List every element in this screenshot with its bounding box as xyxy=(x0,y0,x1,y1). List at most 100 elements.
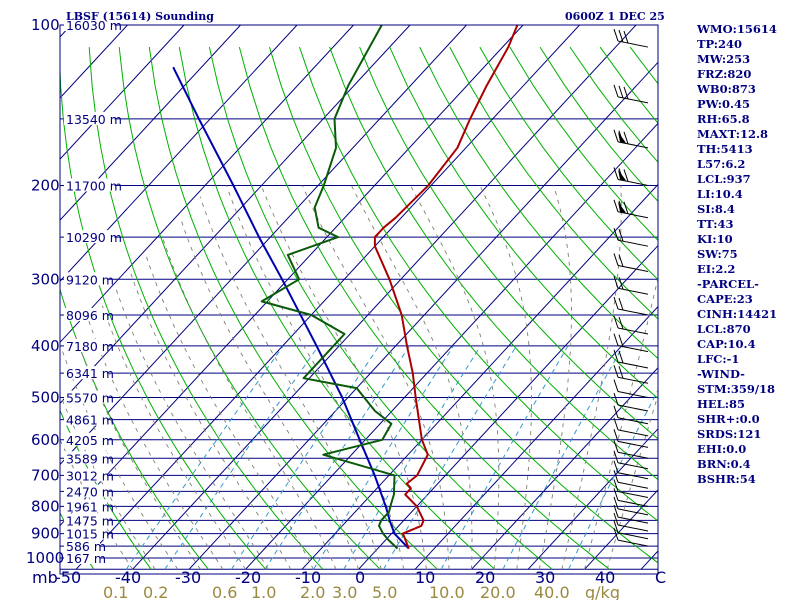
dry-adiabat-line xyxy=(148,47,438,570)
sidebar-index-line: LI:10.4 xyxy=(697,187,743,201)
wind-barb xyxy=(613,84,649,104)
height-label: 10290 m xyxy=(66,230,122,245)
sidebar-index-line: LFC:-1 xyxy=(697,352,740,366)
wind-barb-feather xyxy=(613,392,619,406)
mixing-ratio-tick-label: 0.1 xyxy=(103,583,128,600)
height-label-bg xyxy=(64,338,108,352)
dry-adiabat-line xyxy=(208,46,553,570)
wind-barb-staff xyxy=(617,417,649,425)
wind-barb xyxy=(613,460,649,480)
dewpoint-profile-line xyxy=(260,25,399,550)
height-label: 167 m xyxy=(66,551,106,566)
height-label-bg xyxy=(64,178,115,192)
pressure-tick-label: 700 xyxy=(31,466,60,484)
height-label-bg xyxy=(64,468,108,482)
pressure-tick-label: 600 xyxy=(31,431,60,449)
moist-adiabat-line xyxy=(100,301,246,570)
mixing-ratio-line xyxy=(264,345,411,570)
wind-barb xyxy=(613,129,649,149)
sidebar-index-line: BSHR:54 xyxy=(697,472,756,486)
temperature-tick-label: -40 xyxy=(115,568,141,587)
pressure-tick-label: 400 xyxy=(31,337,60,355)
height-label-bg xyxy=(64,539,100,553)
wind-barb-staff xyxy=(617,491,649,498)
wind-barb-feather xyxy=(618,85,624,99)
wind-barb-feather xyxy=(613,296,619,310)
wind-barb xyxy=(613,440,649,459)
pressure-tick-label: 500 xyxy=(31,389,60,407)
sidebar-index-line: FRZ:820 xyxy=(697,67,752,81)
wind-barb-feather xyxy=(618,29,624,43)
dry-adiabat-line xyxy=(178,47,496,570)
height-label: 1475 m xyxy=(66,513,114,528)
wind-barb-feather xyxy=(613,276,619,289)
wind-barb-feather xyxy=(613,28,619,42)
wind-barb-feather xyxy=(613,253,619,266)
mixing-ratio-tick-label: 3.0 xyxy=(332,583,357,600)
wind-barb-staff xyxy=(617,472,649,480)
wind-barb-staff xyxy=(617,404,649,412)
wind-barb-feather xyxy=(613,429,619,442)
sidebar-index-line: KI:10 xyxy=(697,232,733,246)
station-title: LBSF (15614) Sounding xyxy=(66,10,214,23)
sidebar-index-line: -WIND- xyxy=(697,367,745,381)
wind-barb-feather xyxy=(613,167,619,180)
height-label-bg xyxy=(64,412,108,426)
wind-barb-feather xyxy=(613,527,619,541)
wind-barb-feather xyxy=(613,520,619,533)
wind-barb xyxy=(613,470,649,489)
height-label: 3012 m xyxy=(66,468,114,483)
wind-barb-feather xyxy=(613,488,619,501)
sidebar-index-line: SI:8.4 xyxy=(697,202,735,216)
wind-barb xyxy=(613,228,649,247)
wind-barb xyxy=(613,488,649,507)
sidebar-index-line: SRDS:121 xyxy=(697,427,762,441)
temperature-tick-label: 40 xyxy=(595,568,615,587)
sidebar-index-line: EI:2.2 xyxy=(697,262,736,276)
isotherm-line xyxy=(60,25,467,466)
pressure-tick-label: 800 xyxy=(31,497,60,515)
sidebar-index-line: WB0:873 xyxy=(697,82,756,96)
wind-barb-feather xyxy=(613,479,619,492)
moist-adiabat-line xyxy=(260,185,427,570)
wind-barb-pennant xyxy=(618,131,626,143)
temperature-tick-label: -20 xyxy=(235,568,261,587)
pressure-unit-label: mb xyxy=(32,568,58,587)
wind-barb-feather xyxy=(623,131,629,144)
isotherm-line xyxy=(132,25,637,570)
sounding-indices-panel: WMO:15614 TP:240 MW:253 FRZ:820 WB0:873 PW:0.… xyxy=(697,22,800,487)
wind-barb-feather xyxy=(618,316,624,330)
sounding-time: 0600Z 1 DEC 25 xyxy=(565,10,665,23)
wind-barb-feather xyxy=(613,504,619,518)
height-label: 8096 m xyxy=(66,308,114,323)
sidebar-index-line: MW:253 xyxy=(697,52,751,66)
isotherm-line xyxy=(60,25,241,221)
wind-barb-staff xyxy=(617,451,649,459)
height-label: 1015 m xyxy=(66,527,114,542)
wind-barb-feather xyxy=(613,199,619,212)
moist-adiabat-line xyxy=(60,393,156,570)
wind-barb-feather xyxy=(613,440,619,453)
mixing-ratio-tick-label: 10.0 xyxy=(429,583,465,600)
isotherm-line xyxy=(60,25,411,405)
height-label: 3589 m xyxy=(66,451,114,466)
wind-barb-feather xyxy=(613,129,619,142)
moist-adiabat-line xyxy=(410,185,500,570)
wind-barb xyxy=(613,199,649,219)
mixing-ratio-line xyxy=(440,345,569,570)
moist-adiabat-line xyxy=(538,185,572,570)
sidebar-index-line: CAP:10.4 xyxy=(697,337,756,351)
moist-adiabat-line xyxy=(199,196,382,570)
sidebar-index-line: STM:359/18 xyxy=(697,382,776,396)
wind-barb xyxy=(613,479,649,498)
height-label: 4205 m xyxy=(66,433,114,448)
moist-adiabat-line xyxy=(350,185,473,570)
height-label: 586 m xyxy=(66,539,106,554)
wind-barb-staff xyxy=(617,499,649,507)
isotherm-line xyxy=(245,122,658,570)
wind-barb xyxy=(613,167,649,186)
temperature-tick-label: 0 xyxy=(355,568,365,587)
isotherm-line xyxy=(358,244,658,570)
dry-adiabat-line xyxy=(299,46,658,522)
wind-barb xyxy=(613,379,649,399)
